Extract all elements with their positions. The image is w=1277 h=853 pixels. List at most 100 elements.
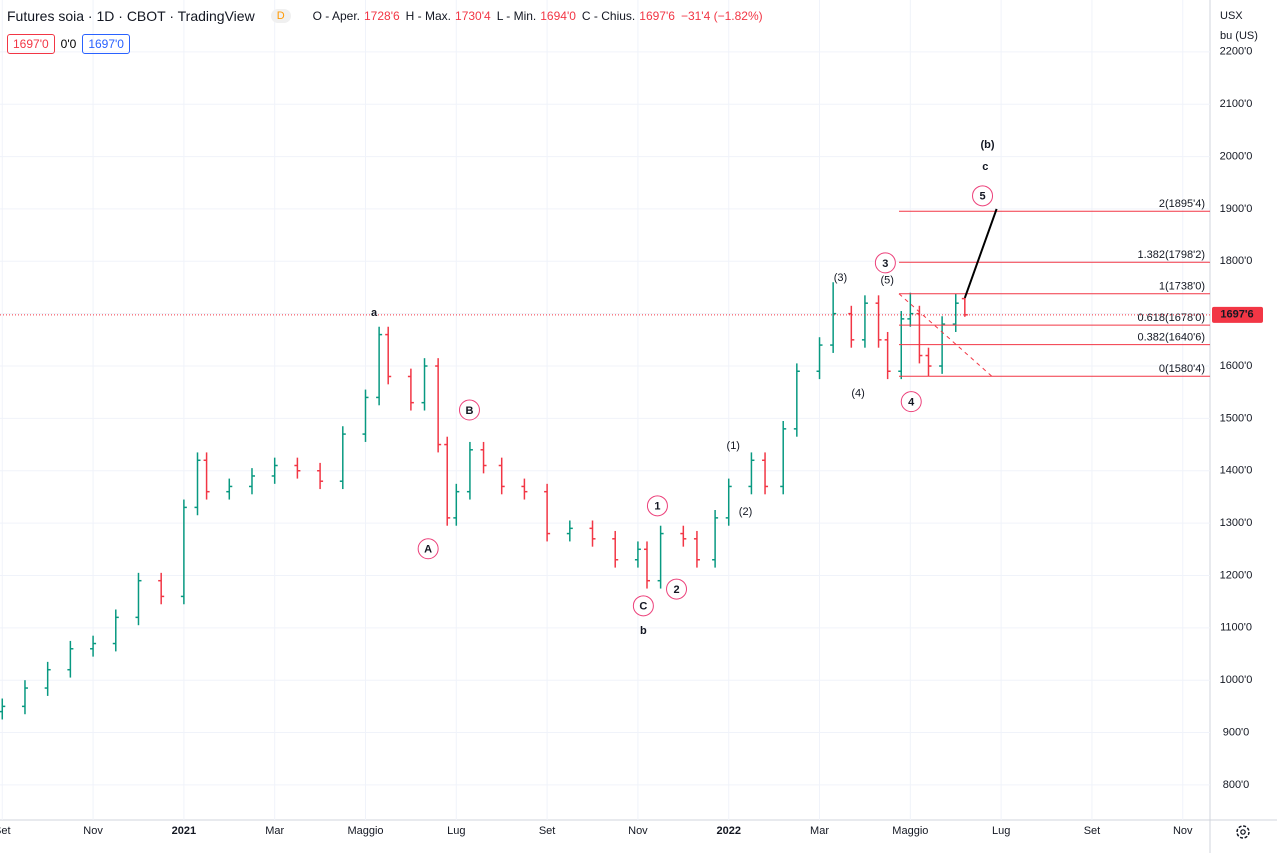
ohlc-bar <box>861 295 868 348</box>
y-tick-label: 1800'0 <box>1220 255 1253 267</box>
ohlc-bar <box>884 331 891 380</box>
wave-circle <box>666 578 688 600</box>
y-tick-label: 1100'0 <box>1220 622 1252 634</box>
ohlc-bar <box>362 389 369 442</box>
ohlc-bar <box>544 483 551 542</box>
x-tick-label: Maggio <box>347 825 383 837</box>
ohlc-bar <box>498 457 505 495</box>
last-price-label: 1697'6 <box>1220 309 1253 321</box>
settings-icon-ring <box>1236 825 1250 839</box>
ohlc-bar <box>589 520 596 547</box>
ohlc-bar <box>158 572 165 605</box>
x-tick-label: Mar <box>265 825 284 837</box>
ohlc-bar <box>294 457 301 479</box>
change: −31'4 (−1.82%) <box>680 9 763 23</box>
ohlc-bar <box>226 478 233 500</box>
price-box[interactable]: 1697'0 <box>82 34 130 54</box>
wave-label: B <box>465 405 473 417</box>
wave-label: 1 <box>654 501 660 513</box>
x-tick-label: Nov <box>83 825 103 837</box>
wave-label: (5) <box>880 275 893 287</box>
wave-circle <box>458 399 480 421</box>
ohlc-bar <box>385 326 392 385</box>
wave-circle <box>972 185 994 207</box>
y-tick-label: 1400'0 <box>1220 465 1253 477</box>
y-tick-label: 1000'0 <box>1220 674 1253 686</box>
badge[interactable]: D <box>270 9 291 23</box>
ohlc-bar <box>271 457 278 484</box>
ohlc-label: L - Min. <box>496 9 537 23</box>
last-price-tag <box>1212 306 1263 323</box>
ohlc-bar <box>407 368 414 411</box>
ohlc-bar <box>762 452 769 495</box>
wave-label: c <box>982 161 988 173</box>
wave-label: A <box>424 544 432 556</box>
ohlc-bar <box>444 436 451 526</box>
wave-circle <box>417 538 439 560</box>
ohlc-bar <box>0 698 6 720</box>
ohlc-bar <box>875 295 882 348</box>
x-tick-label: Lug <box>447 825 465 837</box>
price-box[interactable]: 1697'0 <box>7 34 55 54</box>
fib-label: 2(1895'4) <box>1159 198 1205 210</box>
wave-circle <box>874 252 896 274</box>
ohlc-bar <box>194 452 201 516</box>
y-tick-label: 900'0 <box>1223 726 1250 738</box>
trendline <box>963 208 998 299</box>
x-tick-label: Set <box>1084 825 1101 837</box>
x-tick-label: 2022 <box>716 825 740 837</box>
y-tick-label: 2000'0 <box>1220 150 1253 162</box>
ohlc-bar <box>693 530 700 568</box>
ohlc-bar <box>848 305 855 348</box>
ohlc-bar <box>634 541 641 568</box>
x-tick-label: Mar <box>810 825 829 837</box>
x-tick-label: Set <box>539 825 556 837</box>
ohlc-bar <box>376 326 383 406</box>
wave-circle <box>646 495 668 517</box>
trendline <box>898 293 993 377</box>
wave-label: 4 <box>908 397 915 409</box>
wave-circle <box>632 595 654 617</box>
wave-label: (2) <box>739 506 752 518</box>
ohlc-bar <box>907 292 914 327</box>
ohlc-bar <box>925 347 932 377</box>
ohlc-bar <box>780 420 787 495</box>
ohlc-bar <box>112 609 119 652</box>
ohlc-bar <box>317 462 324 490</box>
ohlc-bar <box>657 525 664 589</box>
unit[interactable]: bu (US) <box>1220 30 1258 42</box>
ohlc-bar <box>203 452 210 500</box>
ohlc-bar <box>643 541 650 589</box>
x-tick-label: Nov <box>628 825 648 837</box>
ohlc-bar <box>521 478 528 500</box>
settings-icon-hub <box>1240 829 1246 835</box>
ohlc-bar <box>67 640 74 678</box>
wave-label: 2 <box>673 584 679 596</box>
ohlc-bar <box>816 337 823 380</box>
ohlc-bar <box>435 358 442 453</box>
x-tick-label: Lug <box>992 825 1010 837</box>
unit-selector[interactable]: USX bu (US) <box>1220 6 1258 46</box>
settings-icon[interactable] <box>1236 825 1250 839</box>
wave-label: 5 <box>979 191 985 203</box>
x-tick-label: 2021 <box>172 825 196 837</box>
header: Futures soia · 1D · CBOT · TradingView D… <box>7 8 763 24</box>
wave-label: (4) <box>851 388 864 400</box>
ohlc-bar <box>421 358 428 411</box>
ohlc-bar <box>612 530 619 568</box>
currency[interactable]: USX <box>1220 10 1243 22</box>
x-tick-label: Maggio <box>892 825 928 837</box>
y-tick-label: 800'0 <box>1223 779 1250 791</box>
ohlc: O - Aper. 1728'6 H - Max. 1730'4 L - Min. 169… <box>307 9 675 23</box>
ohlc-value: 1728'6 <box>364 9 400 23</box>
fib-label: 0.618(1678'0) <box>1137 312 1205 324</box>
ohlc-bar <box>830 282 837 353</box>
wave-label: (3) <box>834 272 847 284</box>
ohlc-label: O - Aper. <box>312 9 360 23</box>
fib-label: 0.382(1640'6) <box>1137 332 1205 344</box>
ohlc-value: 1694'0 <box>540 9 576 23</box>
ohlc-bar <box>748 452 755 495</box>
ohlc-label: H - Max. <box>405 9 452 23</box>
